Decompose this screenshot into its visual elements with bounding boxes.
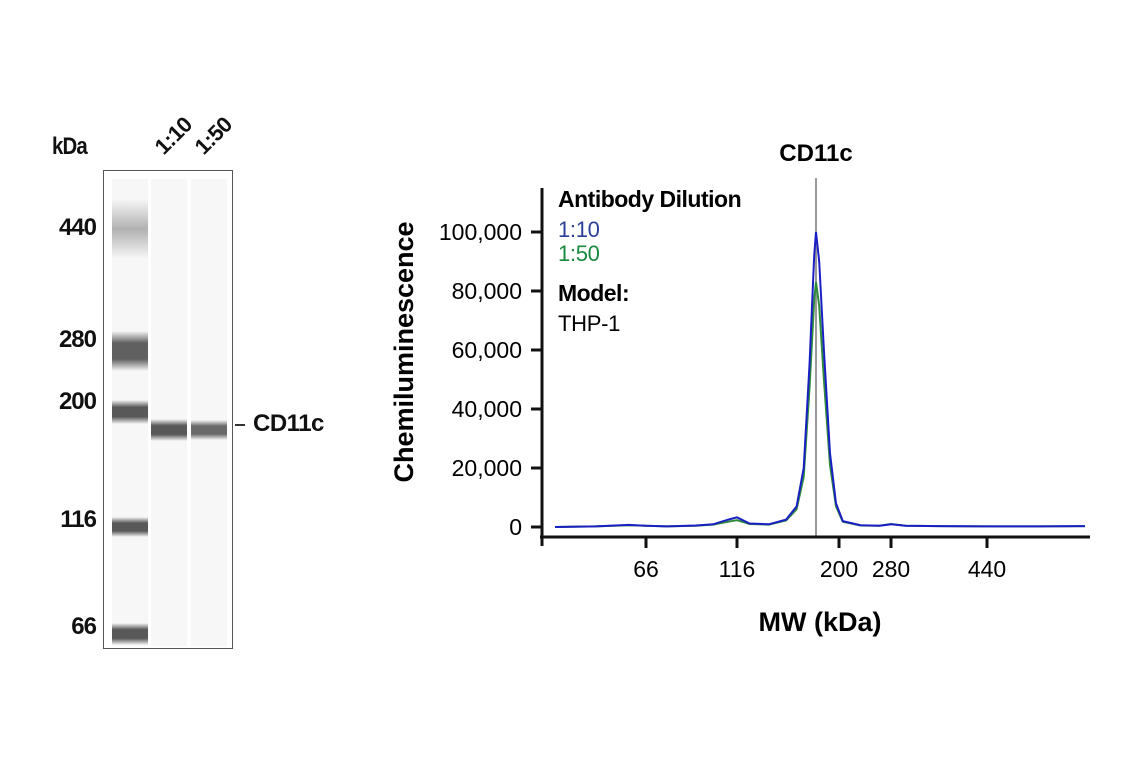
y-tick-label: 80,000 [452,278,522,304]
model-value: THP-1 [558,311,620,336]
cd11c-pointer-line [235,424,245,426]
y-axis-label: Chemiluminescence [389,221,419,482]
series-line-1-10 [554,231,1086,528]
marker-label-66: 66 [71,613,97,640]
legend-item-1-10: 1:10 [558,217,600,242]
ladder-band-66 [112,623,148,645]
y-tick-label: 100,000 [439,219,522,245]
y-tick-label: 40,000 [452,396,522,422]
sample-lane-1-50 [191,179,227,646]
x-axis-ticks: 66 116 200 280 440 [633,537,1006,582]
x-tick-label: 280 [872,556,910,582]
x-tick-label: 66 [633,556,659,582]
cd11c-band-1-10 [151,419,187,441]
y-tick-label: 20,000 [452,455,522,481]
legend-item-1-50: 1:50 [558,241,600,266]
chart-title: CD11c [779,140,852,167]
cd11c-blot-label: CD11c [253,410,324,437]
x-axis-label: MW (kDa) [759,607,882,637]
ladder-band-280 [112,331,148,371]
marker-label-200: 200 [58,388,97,415]
ladder-band-200 [112,400,148,424]
ladder-lane [112,179,148,646]
legend: Antibody Dilution 1:10 1:50 Model: THP-1 [558,186,742,336]
marker-label-280: 280 [58,326,97,353]
legend-title: Antibody Dilution [558,186,741,212]
y-tick-label: 0 [509,514,522,540]
ladder-band-440 [112,199,148,259]
model-label: Model: [558,280,629,306]
sample-lane-1-10 [151,179,187,646]
marker-label-440: 440 [58,214,97,241]
ladder-band-116 [112,517,148,537]
x-tick-label: 200 [820,556,858,582]
x-tick-label: 116 [719,556,756,582]
blot-image [103,170,233,649]
kda-label: kDa [52,133,88,160]
cd11c-band-1-50 [191,420,227,440]
marker-label-116: 116 [60,506,97,533]
y-tick-label: 60,000 [452,337,522,363]
series-line-1-50 [554,281,1086,528]
y-axis-ticks: 0 20,000 40,000 60,000 80,000 100,000 [439,219,542,540]
x-tick-label: 440 [968,556,1006,582]
